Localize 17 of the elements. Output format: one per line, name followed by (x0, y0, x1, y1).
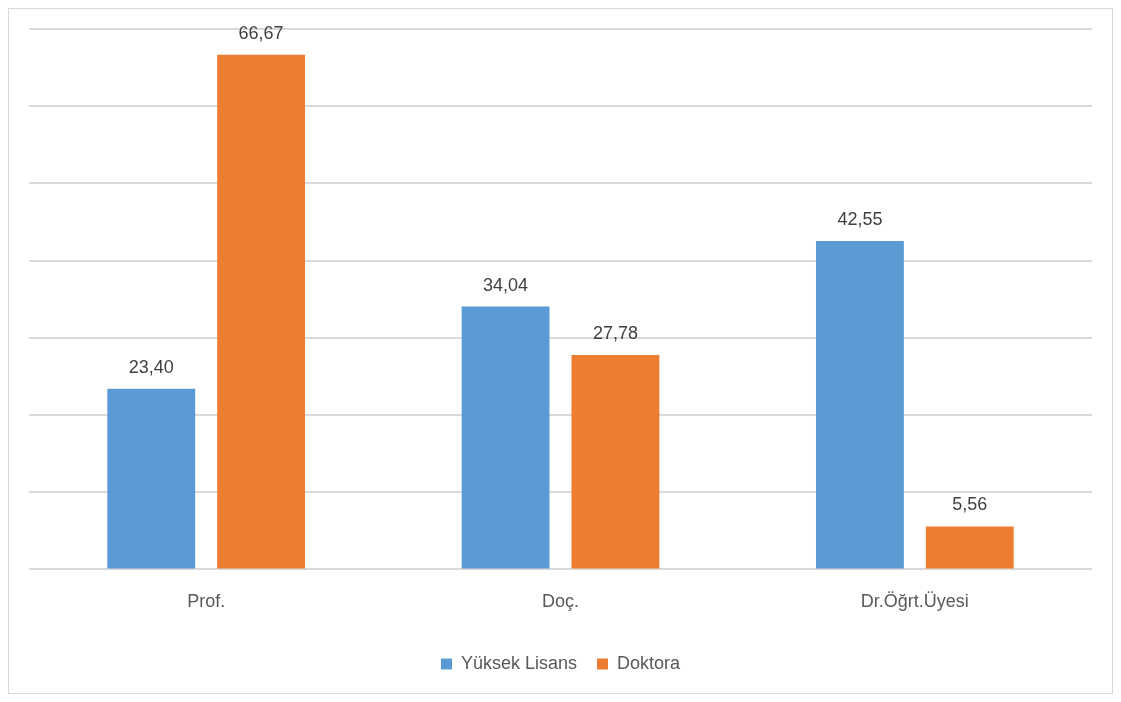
x-tick-label: Prof. (187, 591, 226, 612)
legend-label: Doktora (617, 652, 682, 673)
data-label: 27,78 (592, 322, 638, 343)
legend-label: Yüksek Lisans (460, 652, 578, 673)
data-label: 5,56 (952, 494, 988, 515)
bar (571, 354, 660, 569)
x-tick-label: Doç. (541, 591, 580, 612)
bar (925, 526, 1014, 569)
bar (217, 54, 306, 569)
data-label: 42,55 (837, 208, 883, 229)
data-label: 34,04 (483, 274, 529, 295)
bar (461, 306, 550, 569)
bar (815, 240, 904, 569)
data-label: 66,67 (238, 22, 284, 43)
data-label: 23,40 (128, 356, 174, 377)
bar (107, 388, 196, 569)
x-tick-label: Dr.Öğrt.Üyesi (860, 591, 969, 612)
